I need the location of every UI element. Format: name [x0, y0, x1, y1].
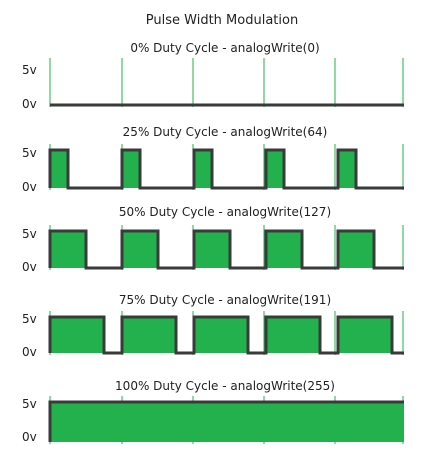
pulse-fill [194, 231, 230, 268]
pulse-fill [122, 317, 176, 353]
panel-75pct: 75% Duty Cycle - analogWrite(191) 5v 0v [22, 293, 404, 359]
axis-label-5v: 5v [22, 312, 37, 326]
axis-label-0v: 0v [22, 345, 37, 359]
figure-title: Pulse Width Modulation [146, 13, 298, 28]
pulse-fill [50, 402, 122, 442]
pulse-fill [194, 317, 248, 353]
pulse-fill [50, 150, 68, 188]
panel-label: 0% Duty Cycle - analogWrite(0) [130, 41, 319, 55]
axis-label-5v: 5v [22, 397, 37, 411]
pwm-waveform-line [48, 400, 404, 442]
waveform [48, 311, 404, 355]
pulse-fill [122, 231, 158, 268]
pwm-waveform-line [48, 229, 404, 270]
pulse-fill [122, 150, 140, 188]
pwm-waveform-line [48, 148, 404, 190]
pulse-fill [338, 402, 404, 442]
waveform [48, 144, 404, 190]
panel-label: 75% Duty Cycle - analogWrite(191) [119, 293, 331, 307]
axis-label-5v: 5v [22, 63, 37, 77]
waveform [48, 225, 404, 270]
panel-50pct: 50% Duty Cycle - analogWrite(127) 5v 0v [22, 205, 404, 274]
pwm-waveform-line [48, 315, 404, 355]
panel-label: 50% Duty Cycle - analogWrite(127) [119, 205, 331, 219]
pulse-fill [266, 317, 320, 353]
pulse-fill [338, 150, 356, 188]
pulse-fill [194, 150, 212, 188]
panel-label: 25% Duty Cycle - analogWrite(64) [123, 125, 328, 139]
pulse-fill [266, 402, 338, 442]
pulse-fill [266, 150, 284, 188]
pulse-fill [266, 231, 302, 268]
panel-label: 100% Duty Cycle - analogWrite(255) [115, 379, 335, 393]
axis-label-0v: 0v [22, 97, 37, 111]
pulse-fill [338, 231, 374, 268]
axis-label-0v: 0v [22, 430, 37, 444]
pulse-fill [50, 317, 104, 353]
axis-label-5v: 5v [22, 227, 37, 241]
panel-25pct: 25% Duty Cycle - analogWrite(64) 5v 0v [22, 125, 404, 194]
axis-label-5v: 5v [22, 146, 37, 160]
pulse-fill [50, 231, 86, 268]
panel-0pct: 0% Duty Cycle - analogWrite(0) 5v 0v [22, 41, 404, 111]
axis-label-0v: 0v [22, 180, 37, 194]
panel-100pct: 100% Duty Cycle - analogWrite(255) 5v 0v [22, 379, 404, 444]
pulse-fill [338, 317, 392, 353]
pulse-fill [194, 402, 266, 442]
axis-label-0v: 0v [22, 260, 37, 274]
waveform [49, 58, 404, 107]
waveform [48, 396, 404, 444]
pulse-fill [122, 402, 194, 442]
